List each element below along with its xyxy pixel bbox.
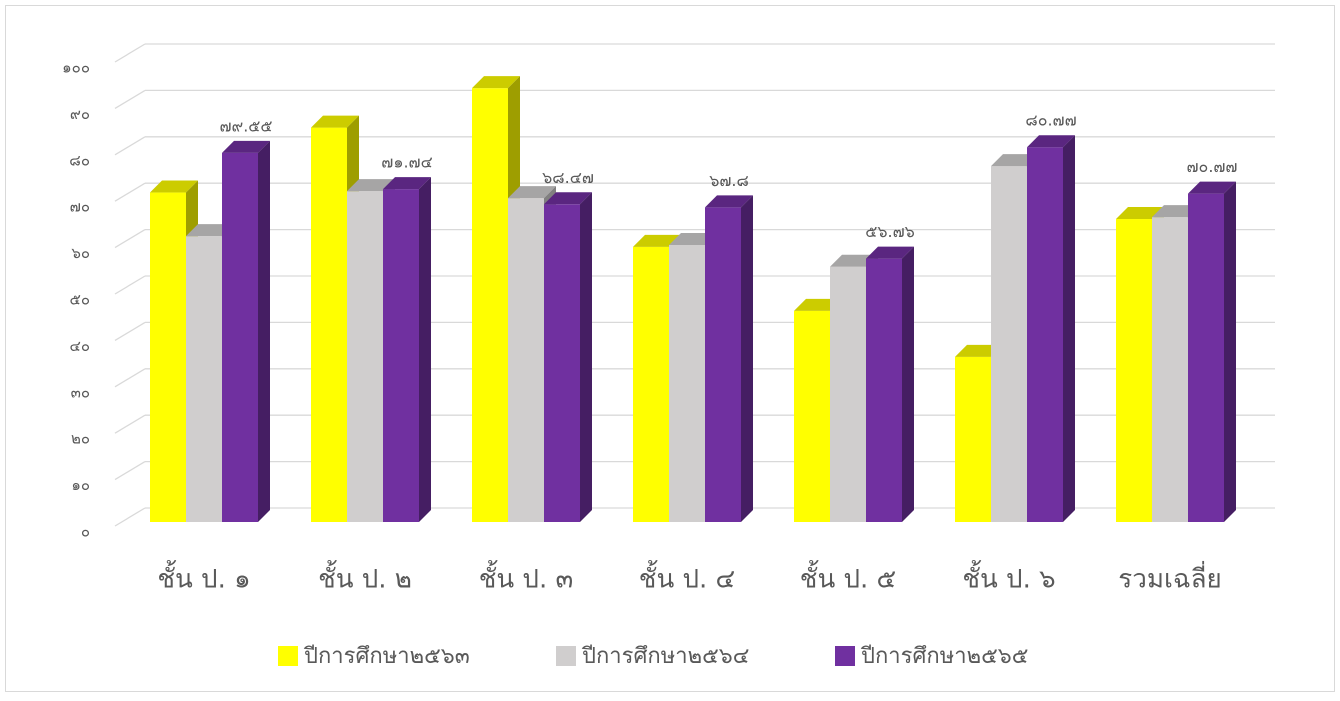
bar <box>508 198 544 523</box>
bar-side <box>258 140 270 522</box>
bar-side <box>902 246 914 522</box>
bar-top <box>544 192 592 205</box>
bar-side <box>1224 181 1236 522</box>
x-tick-label: ชั้น ป. ๕ <box>800 560 896 595</box>
grid-line-depth <box>114 507 146 527</box>
x-tick-label: ชั้น ป. ๖ <box>962 560 1055 595</box>
y-tick-label: ๕๐ <box>69 291 90 309</box>
bar <box>544 204 580 522</box>
data-label: ๗๙.๕๕ <box>219 116 272 135</box>
bar-top <box>633 234 681 247</box>
legend-label: ปีการศึกษา๒๕๖๔ <box>581 644 750 669</box>
bar <box>669 244 705 522</box>
grid-line-depth <box>114 136 146 156</box>
legend-swatch <box>278 646 298 666</box>
bar-side <box>741 195 753 522</box>
grid-line-depth <box>114 89 146 109</box>
x-tick-label: ชั้น ป. ๒ <box>318 560 412 595</box>
bar-top <box>383 177 431 190</box>
y-tick-label: ๙๐ <box>70 105 90 123</box>
bar-top <box>508 186 556 199</box>
bar <box>705 207 741 522</box>
grid-line-depth <box>114 368 146 388</box>
bar <box>222 152 258 522</box>
x-tick-label: ชั้น ป. ๓ <box>479 560 574 595</box>
bar <box>633 246 669 522</box>
bar <box>186 236 222 522</box>
y-tick-label: ๖๐ <box>71 244 90 262</box>
legend-swatch <box>835 646 855 666</box>
y-tick-label: ๔๐ <box>69 337 90 355</box>
bar <box>1027 147 1063 522</box>
bar <box>794 310 830 522</box>
bar <box>955 356 991 522</box>
bar <box>1152 217 1188 523</box>
data-label: ๖๘.๔๗ <box>542 168 594 187</box>
bar <box>866 258 902 522</box>
x-tick-label: รวมเฉลี่ย <box>1118 561 1221 595</box>
bar-top <box>1116 207 1164 220</box>
y-tick-label: ๒๐ <box>71 430 90 448</box>
grid-line-depth <box>114 461 146 481</box>
bar-side <box>580 192 592 522</box>
bar-side <box>419 177 431 522</box>
grid-line-depth <box>114 414 146 434</box>
x-tick-label: ชั้น ป. ๔ <box>639 560 735 595</box>
y-tick-label: ๑๐๐ <box>62 59 90 77</box>
bar <box>991 166 1027 522</box>
bar <box>311 127 347 522</box>
y-tick-label: ๑๐ <box>71 476 90 494</box>
y-tick-label: ๗๐ <box>70 198 90 216</box>
data-label: ๗๐.๗๗ <box>1187 157 1238 176</box>
bar-top <box>150 180 198 193</box>
bar <box>1116 219 1152 522</box>
bar <box>472 88 508 522</box>
y-tick-label: ๓๐ <box>71 383 90 401</box>
legend-label: ปีการศึกษา๒๕๖๕ <box>860 644 1029 669</box>
legend-swatch <box>556 646 576 666</box>
bar-top <box>347 179 395 192</box>
bar <box>1188 193 1224 522</box>
bar-top <box>705 195 753 208</box>
grid-line-depth <box>114 182 146 202</box>
bar-top <box>311 115 359 128</box>
bar <box>150 192 186 522</box>
x-tick-label: ชั้น ป. ๑ <box>157 560 250 595</box>
grid-line-depth <box>114 43 146 63</box>
data-label: ๘๐.๗๗ <box>1025 111 1076 130</box>
grid-line-depth <box>114 275 146 295</box>
bar-side <box>1063 135 1075 522</box>
grid-line-depth <box>114 321 146 341</box>
data-label: ๕๖.๗๖ <box>865 222 915 241</box>
bar-top <box>222 140 270 153</box>
data-label: ๗๑.๗๔ <box>381 153 432 172</box>
bar-top <box>1188 181 1236 194</box>
bar-top <box>472 76 520 89</box>
data-label: ๖๗.๘ <box>709 171 749 190</box>
bar-top <box>866 246 914 259</box>
y-tick-label: ๘๐ <box>69 151 90 169</box>
grid-line-depth <box>114 229 146 249</box>
legend-label: ปีการศึกษา๒๕๖๓ <box>303 644 470 669</box>
bar <box>347 191 383 522</box>
y-tick-label: ๐ <box>81 523 90 541</box>
bar <box>383 189 419 522</box>
bar <box>830 266 866 522</box>
bar-top <box>1027 135 1075 148</box>
